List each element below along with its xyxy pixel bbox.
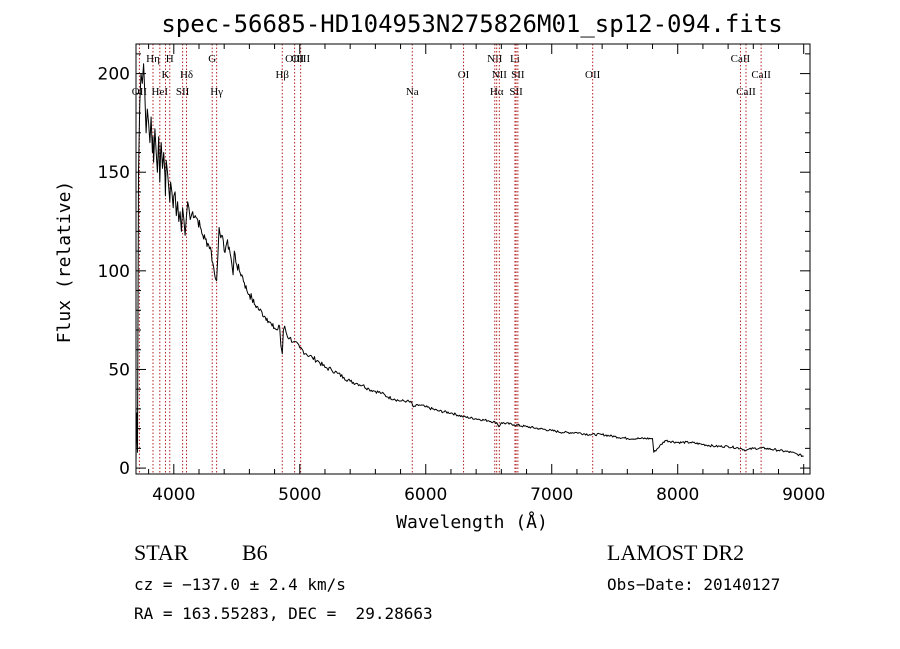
spectral-line-label: Hη bbox=[146, 53, 160, 65]
y-tick-label: 0 bbox=[119, 459, 130, 479]
y-tick-label: 200 bbox=[98, 65, 130, 85]
spectral-line-label: G bbox=[208, 53, 216, 65]
y-tick-label: 150 bbox=[98, 163, 130, 183]
x-tick-label: 7000 bbox=[530, 485, 573, 505]
observation-date: Obs−Date: 20140127 bbox=[607, 575, 781, 594]
spectrum-line bbox=[135, 63, 804, 463]
x-tick-label: 6000 bbox=[404, 485, 447, 505]
chart-title: spec-56685-HD104953N275826M01_sp12-094.f… bbox=[161, 10, 782, 38]
spectral-line-label: Hγ bbox=[210, 86, 223, 98]
y-tick-label: 50 bbox=[108, 360, 130, 380]
spectral-line-label: CaII bbox=[751, 69, 771, 81]
spectrum-series bbox=[135, 63, 804, 463]
redshift-velocity: cz = −137.0 ± 2.4 km/s bbox=[134, 575, 346, 594]
spectral-line-label: Hα bbox=[490, 86, 504, 98]
x-axis-label: Wavelength (Å) bbox=[396, 511, 548, 533]
spectral-line-label: SII bbox=[509, 86, 523, 98]
x-tick-label: 8000 bbox=[656, 485, 699, 505]
spectral-line-label: SII bbox=[176, 86, 190, 98]
spectral-line-label: H bbox=[166, 53, 174, 65]
plot-axes: 4000 5000 6000 7000 8000 9000 0 50 100 150 200 bbox=[98, 43, 825, 505]
spectral-line-label: NII bbox=[487, 53, 503, 65]
spectral-line-label: SII bbox=[511, 69, 525, 81]
spectral-line-label: HeI bbox=[152, 86, 169, 98]
spectral-line-label: Na bbox=[406, 86, 419, 98]
spectral-line-label: OII bbox=[585, 69, 601, 81]
spectral-line-label: Hβ bbox=[275, 69, 289, 81]
spectral-line-label: K bbox=[162, 69, 170, 81]
ra-dec-coordinates: RA = 163.55283, DEC = 29.28663 bbox=[134, 604, 433, 623]
spectral-line-label: CaII bbox=[731, 53, 751, 65]
spectral-line-label: OIII bbox=[285, 53, 304, 65]
object-class: STAR bbox=[134, 540, 189, 565]
spectral-line-markers: OIIHηHeIKHSIIHδGHγHβOIIIOIIINaOINIIHαNII… bbox=[132, 44, 771, 474]
spectral-line-label: OI bbox=[458, 69, 470, 81]
spectral-line-label: OIII bbox=[291, 53, 310, 65]
y-tick-label: 100 bbox=[98, 262, 130, 282]
spectral-line-label: CaII bbox=[736, 86, 756, 98]
spectral-line-label: Hδ bbox=[180, 69, 193, 81]
spectral-line-label: NII bbox=[492, 69, 508, 81]
y-axis-label: Flux (relative) bbox=[54, 181, 75, 344]
x-tick-label: 4000 bbox=[152, 485, 195, 505]
survey-name: LAMOST DR2 bbox=[607, 540, 745, 565]
plot-frame bbox=[135, 43, 811, 475]
object-subclass: B6 bbox=[242, 540, 268, 565]
x-tick-label: 9000 bbox=[782, 485, 825, 505]
spectral-line-label: Li bbox=[510, 53, 520, 65]
x-tick-label: 5000 bbox=[278, 485, 321, 505]
